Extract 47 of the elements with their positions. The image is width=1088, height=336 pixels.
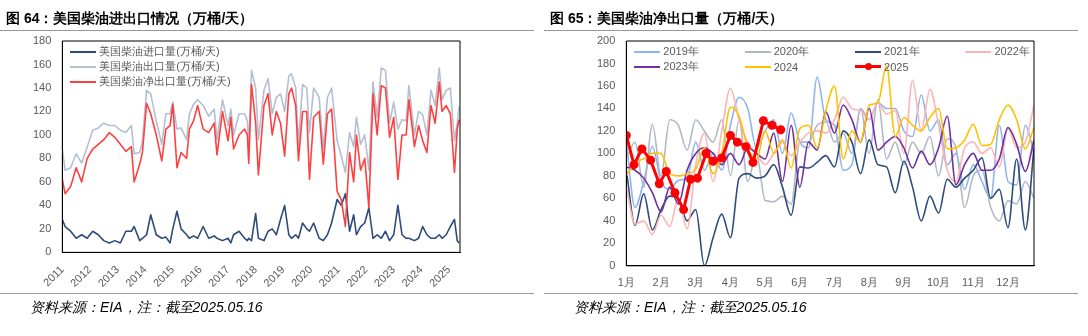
y-tick-label: 60 — [39, 174, 52, 187]
y-tick-label: 160 — [596, 78, 616, 91]
x-tick-label: 2月 — [652, 276, 670, 289]
chart-title: 图 65：美国柴油净出口量（万桶/天） — [544, 6, 1078, 31]
legend-label: 2021年 — [884, 44, 920, 59]
x-tick-label: 12月 — [996, 276, 1020, 289]
y-tick-label: 140 — [596, 101, 616, 114]
x-tick-label: 10月 — [926, 276, 951, 289]
y-tick-label: 180 — [32, 34, 52, 47]
y-tick-label: 160 — [32, 57, 52, 70]
x-tick-label: 3月 — [687, 276, 705, 289]
x-tick-label: 5月 — [756, 276, 774, 289]
x-tick-label: 4月 — [721, 276, 739, 289]
y-tick-label: 0 — [609, 258, 616, 271]
y-tick-label: 200 — [596, 34, 616, 47]
y-tick-label: 100 — [32, 127, 52, 140]
y-tick-label: 120 — [596, 123, 616, 136]
y-tick-label: 80 — [39, 151, 52, 164]
y-tick-label: 100 — [596, 146, 616, 159]
y-tick-label: 40 — [39, 198, 52, 211]
legend-label: 2019年 — [663, 44, 699, 59]
x-tick-label: 11月 — [962, 276, 985, 289]
legend-label: 美国柴油净出口量(万桶/天) — [99, 74, 231, 89]
y-tick-label: 20 — [603, 236, 616, 249]
x-tick-label: 9月 — [895, 276, 913, 289]
x-tick-label: 1月 — [617, 276, 635, 289]
legend-label: 2025 — [884, 60, 909, 73]
text: 资料来源：EIA，注：截至2025.05.16 — [30, 299, 263, 315]
text: 资料来源：EIA，注：截至2025.05.16 — [574, 299, 807, 315]
y-tick-label: 60 — [603, 191, 616, 204]
y-tick-label: 20 — [39, 221, 52, 234]
legend-label: 2022年 — [994, 44, 1030, 59]
legend-label: 2024 — [773, 60, 799, 73]
chart-title: 图 64：美国柴油进出口情况（万桶/天） — [0, 6, 534, 31]
y-tick-label: 40 — [603, 213, 616, 226]
y-tick-label: 180 — [596, 56, 616, 69]
legend-label: 美国柴油出口量(万桶/天) — [99, 59, 220, 74]
legend-label: 2023年 — [663, 59, 699, 74]
x-tick-label: 8月 — [860, 276, 878, 289]
y-tick-label: 0 — [45, 245, 52, 258]
legend-label: 美国柴油进口量(万桶/天) — [99, 44, 220, 59]
legend-label: 2020年 — [773, 44, 810, 59]
x-tick-label: 6月 — [791, 276, 809, 289]
y-tick-label: 120 — [32, 104, 52, 117]
x-tick-label: 7月 — [825, 276, 844, 289]
y-tick-label: 80 — [603, 168, 616, 181]
y-tick-label: 140 — [32, 81, 52, 93]
